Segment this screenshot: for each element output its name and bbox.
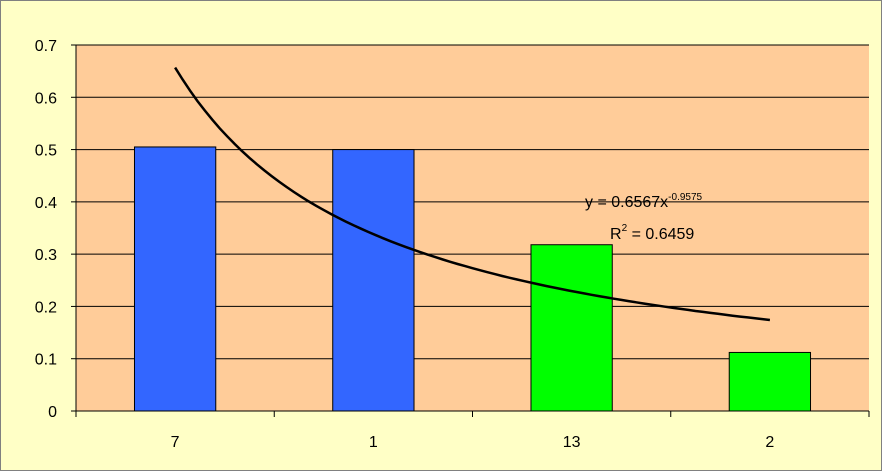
y-tick-label: 0.5 — [35, 143, 57, 160]
bar — [133, 146, 217, 412]
y-tick-label: 0 — [48, 404, 57, 421]
y-tick-label: 0.1 — [35, 352, 57, 369]
axes — [71, 44, 870, 417]
y-tick-label: 0.2 — [35, 299, 57, 316]
y-tick-label: 0.4 — [35, 195, 57, 212]
y-axis-tick-labels: 0 0.1 0.2 0.3 0.4 0.5 0.6 0.7 — [35, 38, 57, 421]
trendline-r-squared: R2 = 0.6459 — [610, 223, 694, 243]
x-tick-label: 1 — [369, 434, 378, 451]
y-tick-label: 0.7 — [35, 38, 57, 55]
equation-base: y = 0.6567x — [585, 194, 668, 211]
y-tick-label: 0.6 — [35, 90, 57, 107]
r-squared-label: R — [610, 226, 622, 243]
x-tick-label: 13 — [563, 434, 581, 451]
r-squared-value: = 0.6459 — [627, 226, 694, 243]
equation-exponent: -0.9575 — [668, 192, 702, 203]
bar — [530, 244, 613, 412]
y-tick-label: 0.3 — [35, 247, 57, 264]
trendline-equation: y = 0.6567x-0.9575 — [585, 192, 703, 211]
x-tick-label: 7 — [171, 434, 180, 451]
r-squared-superscript: 2 — [622, 223, 628, 234]
x-tick-label: 2 — [765, 434, 774, 451]
power-trendline — [174, 66, 771, 322]
bar — [332, 149, 415, 412]
x-axis-tick-labels: 7 1 13 2 — [171, 434, 775, 451]
bar — [728, 351, 812, 412]
